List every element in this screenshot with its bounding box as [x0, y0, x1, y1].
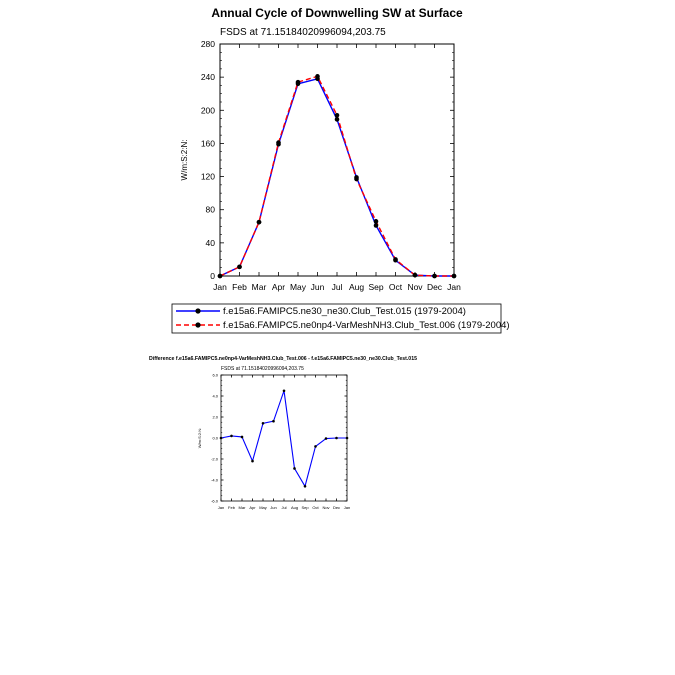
chart1-ytick-label: 120	[201, 172, 215, 182]
chart2-series-1-point	[240, 435, 244, 439]
chart2-xtick-label: Sep	[301, 505, 309, 510]
chart2-ytick-label: -4.0	[211, 477, 219, 482]
chart1-series-2-point	[217, 273, 223, 279]
chart2-xtick-label: Dec	[333, 505, 340, 510]
chart2-title: Difference f.e15a6.FAMIPC5.ne0np4-VarMes…	[149, 356, 417, 362]
chart2-subtitle: FSDS at 71.15184020996094,203.75	[221, 366, 304, 372]
chart1-xtick-label: Dec	[427, 282, 443, 292]
chart1-series-2-point	[451, 273, 457, 279]
chart1-ytick-label: 160	[201, 138, 215, 148]
chart1-ytick-label: 80	[206, 205, 216, 215]
chart2-ytick-label: 2.0	[212, 414, 218, 419]
chart2-series-1-point	[314, 445, 317, 448]
chart2-xtick-label: Oct	[312, 505, 319, 510]
chart1-subtitle: FSDS at 71.15184020996094,203.75	[220, 27, 386, 38]
chart2-xtick-label: Feb	[228, 505, 236, 510]
chart2-xtick-label: Mar	[239, 505, 247, 510]
chart1-ylabel: W/m:S:2:N:	[180, 140, 189, 181]
chart2-xtick-label: Jan	[344, 505, 350, 510]
chart1-series-2-point	[237, 264, 242, 270]
chart2-series-1-point	[219, 436, 223, 440]
chart2-series-1-point	[324, 437, 328, 440]
chart1-xtick-label: Jan	[447, 282, 461, 292]
chart1-series-2-point	[373, 219, 379, 224]
chart1-series-1-point	[373, 223, 379, 228]
legend-label-series-1: f.e15a6.FAMIPC5.ne30_ne30.Club_Test.015 …	[223, 306, 466, 317]
chart1-ytick-label: 240	[201, 72, 215, 82]
chart1-series-2-point	[295, 79, 301, 85]
chart1-xtick-label: May	[290, 282, 307, 292]
chart2-ytick-label: 4.0	[212, 393, 218, 398]
chart1-frame	[219, 43, 455, 277]
chart2-xtick-label: May	[259, 505, 267, 510]
chart1-ytick-label: 0	[210, 271, 215, 281]
chart2-xtick-label: Nov	[322, 505, 329, 510]
chart1-series-2-point	[256, 219, 262, 225]
chart1-series-2-point	[315, 74, 320, 79]
chart2-xtick-label: Apr	[249, 505, 256, 510]
chart1-xtick-label: Apr	[272, 282, 285, 292]
chart1-series-2-line	[219, 75, 454, 277]
chart1-series-2-point	[393, 257, 398, 262]
chart2-series-1-point	[335, 436, 338, 440]
legend-marker-series-1	[195, 308, 201, 314]
chart2-series-1-point	[251, 459, 254, 463]
chart1-xtick-label: Sep	[368, 282, 383, 292]
chart1-xtick-label: Feb	[232, 282, 247, 292]
chart1-xtick-label: Oct	[389, 282, 403, 292]
chart2-xtick-label: Jan	[218, 505, 224, 510]
chart2-xtick-label: Jun	[270, 505, 276, 510]
chart2-series-1-point	[303, 485, 307, 488]
chart2-series-1-point	[345, 436, 349, 440]
chart2-xtick-label: Aug	[291, 505, 298, 510]
chart1-xtick-label: Nov	[407, 282, 423, 292]
chart1-title: Annual Cycle of Downwelling SW at Surfac…	[211, 6, 463, 20]
chart1-series-2-point	[334, 112, 340, 118]
chart1-ytick-label: 200	[201, 105, 215, 115]
chart1-xtick-label: Jun	[311, 282, 325, 292]
chart2-series-1-point	[230, 434, 233, 438]
chart1-series-2-point	[432, 273, 437, 279]
chart1-series-1-line	[219, 77, 454, 277]
chart2-ytick-label: 6.0	[212, 372, 218, 377]
chart1-series-2-point	[354, 176, 359, 182]
chart2-ylabel: W/m:S:2:N:	[197, 428, 202, 448]
chart2-xtick-label: Jul	[281, 505, 286, 510]
chart1-ytick-label: 40	[206, 238, 216, 248]
chart1-xtick-label: Jan	[213, 282, 227, 292]
chart2-series-1-point	[293, 467, 296, 470]
chart2-series-1-point	[261, 422, 265, 425]
chart1-xtick-label: Mar	[252, 282, 267, 292]
chart1-ytick-label: 280	[201, 39, 215, 49]
legend-marker-series-2	[195, 322, 201, 328]
chart1-xtick-label: Jul	[332, 282, 343, 292]
chart2-series-1-point	[282, 389, 286, 393]
chart1-xtick-label: Aug	[349, 282, 364, 292]
chart2-ytick-label: -2.0	[211, 456, 219, 461]
legend-label-series-2: f.e15a6.FAMIPC5.ne0np4-VarMeshNH3.Club_T…	[223, 320, 510, 331]
chart1-series-2-point	[412, 272, 418, 278]
chart2-series-1-point	[272, 419, 275, 423]
chart2-series-1-line	[220, 390, 347, 488]
chart1-series-2-point	[276, 140, 281, 145]
chart2-ytick-label: -6.0	[211, 498, 219, 503]
chart1-series-1-point	[334, 117, 340, 122]
legend-box	[171, 303, 502, 334]
chart2-ytick-label: 0.0	[212, 435, 218, 440]
